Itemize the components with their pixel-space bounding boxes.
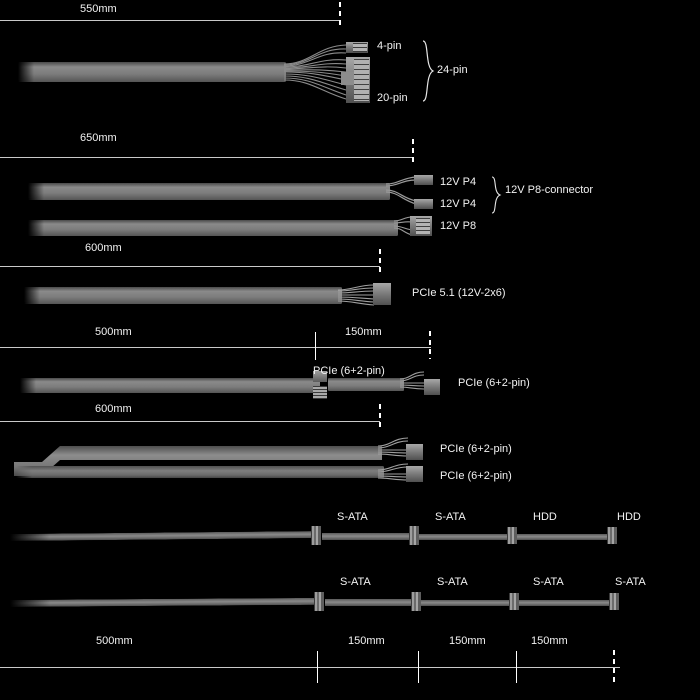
label-sata4-3: S-ATA <box>533 576 564 588</box>
cable-pcie-dual-upper-fanout <box>377 437 409 457</box>
connector-sata-1 <box>311 526 321 545</box>
cable-cpu-p4-fanout <box>385 176 417 205</box>
cable-pcie-daisy-sleeve-a <box>20 378 320 393</box>
dimension-line-550 <box>0 20 340 21</box>
label-sata4-1: S-ATA <box>340 576 371 588</box>
label-sata-hdd-2: S-ATA <box>435 511 466 523</box>
dimension-label-150-sata-2: 150mm <box>449 635 486 647</box>
connector-sata4-2 <box>411 592 421 611</box>
label-4pin: 4-pin <box>377 40 402 52</box>
dimension-tick-500-pcie <box>315 332 316 360</box>
cable-pcie-daisy-sleeve-b <box>328 378 404 391</box>
label-sata4-2: S-ATA <box>437 576 468 588</box>
dimension-tick-150-sata-1 <box>418 651 419 683</box>
connector-sata4-1 <box>314 592 324 611</box>
dimension-tick-150-sata-2 <box>516 651 517 683</box>
cable-atx-sleeve <box>18 62 286 82</box>
cable-pcie-dual-upper <box>14 446 382 476</box>
label-pcie-daisy-end: PCIe (6+2-pin) <box>458 377 530 389</box>
cable-cpu-p8-sleeve <box>28 220 398 236</box>
cable-sata-hdd-d <box>515 534 611 540</box>
connector-pcie-dual-upper <box>406 444 423 460</box>
connector-pcie-daisy-end <box>424 379 440 395</box>
connector-hdd-2 <box>607 527 617 544</box>
cable-pcie-dual-lower <box>16 466 384 478</box>
dimension-label-500-pcie: 500mm <box>95 326 132 338</box>
label-12v-p4-lower: 12V P4 <box>440 198 477 210</box>
connector-sata4-4 <box>609 593 619 610</box>
dimension-tick-600-dual <box>379 404 381 431</box>
dimension-tick-500-sata <box>317 651 318 683</box>
label-sata4-4: S-ATA <box>615 576 646 588</box>
label-pcie-mid: PCIe (6+2-pin) <box>313 365 385 377</box>
dimension-line-500-pcie <box>0 347 431 348</box>
dimension-tick-600-pcie51 <box>379 249 381 275</box>
dimension-label-150-sata-3: 150mm <box>531 635 568 647</box>
cable-pcie51-sleeve <box>24 287 342 304</box>
connector-sata-2 <box>409 526 419 545</box>
dimension-line-600-pcie51 <box>0 266 380 267</box>
dimension-label-550: 550mm <box>80 3 117 15</box>
connector-hdd-1 <box>507 527 517 544</box>
dimension-tick-650 <box>412 139 414 166</box>
connector-20pin-pins <box>354 59 369 101</box>
dimension-label-600-pcie51: 600mm <box>85 242 122 254</box>
cable-sata-hdd-b <box>322 533 416 540</box>
label-sata-hdd-4: HDD <box>617 511 641 523</box>
dimension-label-600-dual: 600mm <box>95 403 132 415</box>
cable-pcie51-fanout <box>337 284 375 306</box>
connector-pcie-dual-lower <box>406 466 423 482</box>
connector-20pin-latch <box>341 72 354 85</box>
dimension-line-650 <box>0 157 413 158</box>
brace-24pin <box>422 40 435 102</box>
label-12v-p8: 12V P8 <box>440 220 477 232</box>
connector-pcie-mid-lower <box>313 386 327 399</box>
connector-pcie51 <box>373 283 391 305</box>
dimension-tick-550 <box>339 2 341 29</box>
label-12v-p4-upper: 12V P4 <box>440 176 477 188</box>
dimension-label-150-pcie: 150mm <box>345 326 382 338</box>
cable-atx-fanout <box>283 44 347 100</box>
label-pcie-dual-lower: PCIe (6+2-pin) <box>440 470 512 482</box>
connector-sata4-3 <box>509 593 519 610</box>
cable-sata-hdd-a <box>9 531 321 541</box>
cable-sata4-a <box>9 597 321 607</box>
connector-pcie-mid-upper <box>313 371 327 382</box>
label-pcie-dual-upper: PCIe (6+2-pin) <box>440 443 512 455</box>
cable-sata-hdd-c <box>419 534 511 540</box>
dimension-label-150-sata-1: 150mm <box>348 635 385 647</box>
label-sata-hdd-3: HDD <box>533 511 557 523</box>
connector-4pin-pins <box>353 43 367 52</box>
cable-sata4-b <box>325 599 417 606</box>
dimension-tick-150-pcie <box>429 331 431 359</box>
dimension-label-650: 650mm <box>80 132 117 144</box>
label-24pin: 24-pin <box>437 64 468 76</box>
dimension-line-bottom <box>0 667 620 668</box>
dimension-tick-150-sata-3 <box>613 650 615 682</box>
connector-12v-p8-pins <box>416 218 430 234</box>
connector-12v-p4-upper <box>414 175 433 185</box>
connector-12v-p4-lower <box>414 199 433 209</box>
label-sata-hdd-1: S-ATA <box>337 511 368 523</box>
label-12v-p8-connector: 12V P8-connector <box>505 184 594 196</box>
cable-pcie-dual-lower-fanout <box>377 463 409 481</box>
cable-cpu-p4-sleeve <box>28 183 390 200</box>
cable-sata4-c <box>421 600 515 606</box>
dimension-line-600-dual <box>0 421 380 422</box>
cable-sata4-d <box>519 600 613 606</box>
label-20pin: 20-pin <box>377 92 408 104</box>
brace-12v-p8 <box>491 176 502 214</box>
cable-pcie-daisy-fanout <box>399 371 425 390</box>
dimension-label-500-sata: 500mm <box>96 635 133 647</box>
label-pcie51: PCIe 5.1 (12V-2x6) <box>412 287 506 299</box>
